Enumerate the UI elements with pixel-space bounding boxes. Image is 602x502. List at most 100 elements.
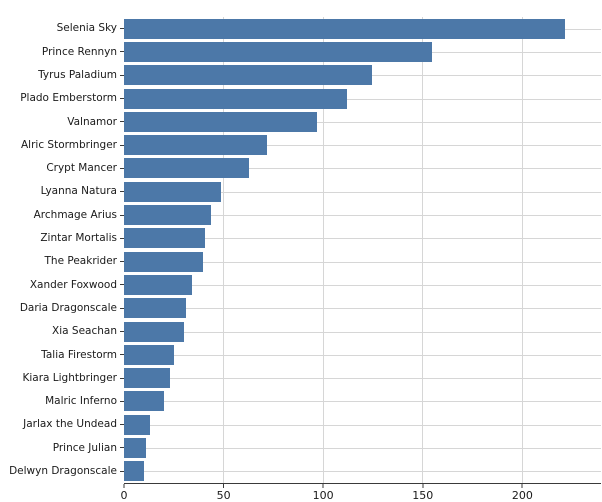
horizontal-gridline: [124, 378, 601, 380]
y-tick-label: Crypt Mancer: [46, 162, 117, 175]
bar-rows: [124, 17, 601, 483]
bar-row: [124, 17, 601, 40]
y-tick-mark: [120, 307, 124, 309]
bar-row: [124, 297, 601, 320]
y-tick-label: Delwyn Dragonscale: [9, 465, 117, 478]
y-tick-row: Jarlax the Undead: [0, 413, 124, 436]
x-tick-label: 100: [312, 489, 334, 502]
y-tick-mark: [120, 284, 124, 286]
horizontal-gridline: [124, 238, 601, 240]
bar: [124, 41, 433, 62]
y-tick-mark: [120, 28, 124, 30]
x-tick-mark: [422, 484, 424, 488]
plot-area: [124, 17, 601, 484]
y-tick-row: Delwyn Dragonscale: [0, 460, 124, 483]
y-tick-label: Daria Dragonscale: [19, 301, 117, 314]
y-tick-row: Lyanna Natura: [0, 180, 124, 203]
horizontal-gridline: [124, 98, 601, 100]
y-tick-mark: [120, 424, 124, 426]
y-tick-label: Prince Julian: [52, 441, 117, 454]
y-tick-label: Jarlax the Undead: [23, 418, 117, 431]
bar: [124, 135, 268, 156]
bar-row: [124, 250, 601, 273]
bar: [124, 111, 317, 132]
x-tick-label: 0: [120, 489, 128, 502]
horizontal-gridline: [124, 471, 601, 473]
bar-row: [124, 203, 601, 226]
y-tick-label: Valnamor: [67, 115, 117, 128]
bar: [124, 368, 170, 389]
y-tick-row: Archmage Arius: [0, 203, 124, 226]
y-tick-label: Alric Stormbringer: [20, 138, 117, 151]
y-tick-label: Kiara Lightbringer: [22, 371, 117, 384]
y-tick-label: The Peakrider: [44, 255, 117, 268]
y-tick-mark: [120, 331, 124, 332]
y-tick-mark: [120, 237, 124, 239]
y-axis: Selenia Sky Prince Rennyn Tyrus Paladium Pl…: [0, 17, 124, 483]
vertical-gridline: [422, 17, 424, 483]
x-tick: 50: [217, 484, 231, 501]
x-tick-mark: [223, 484, 225, 488]
y-tick-row: Selenia Sky: [0, 17, 124, 40]
y-tick-row: Valnamor: [0, 110, 124, 133]
vertical-gridline: [322, 17, 324, 483]
y-tick-mark: [120, 144, 124, 146]
bar-row: [124, 110, 601, 133]
y-tick-mark: [120, 98, 124, 100]
x-tick: 100: [313, 484, 334, 501]
y-tick-label: Tyrus Paladium: [38, 68, 117, 81]
y-tick-label: Talia Firestorm: [41, 348, 117, 361]
bar-row: [124, 390, 601, 413]
horizontal-gridline: [124, 354, 601, 356]
y-tick-label: Xia Seachan: [52, 325, 117, 338]
y-tick-row: Plado Emberstorm: [0, 87, 124, 110]
y-tick-row: Kiara Lightbringer: [0, 366, 124, 389]
bar: [124, 437, 146, 458]
x-axis: 0 50 100 150 200: [121, 484, 602, 502]
y-tick-row: Prince Rennyn: [0, 40, 124, 63]
bar-row: [124, 320, 601, 343]
y-tick-row: Crypt Mancer: [0, 157, 124, 180]
bar: [124, 298, 186, 319]
y-tick-row: Xander Foxwood: [0, 273, 124, 296]
bar-row: [124, 180, 601, 203]
horizontal-gridline: [124, 284, 601, 286]
x-tick-mark: [322, 484, 324, 488]
bar-row: [124, 40, 601, 63]
y-tick-mark: [120, 261, 124, 263]
bar: [124, 251, 204, 272]
vertical-gridline: [521, 17, 523, 483]
bar-row: [124, 273, 601, 296]
x-tick: 200: [512, 484, 533, 501]
y-tick-row: Talia Firestorm: [0, 343, 124, 366]
bar: [124, 181, 222, 202]
y-tick-mark: [120, 167, 124, 169]
bar-row: [124, 343, 601, 366]
bar-row: [124, 133, 601, 156]
y-tick-row: Xia Seachan: [0, 320, 124, 343]
y-tick-label: Prince Rennyn: [41, 45, 117, 58]
bar: [124, 158, 250, 179]
vertical-gridline: [223, 17, 225, 483]
y-tick-mark: [120, 74, 124, 76]
horizontal-gridline: [124, 215, 601, 217]
y-tick-mark: [120, 377, 124, 379]
y-tick-label: Lyanna Natura: [40, 185, 117, 198]
y-tick-row: Zintar Mortalis: [0, 227, 124, 250]
y-tick-mark: [120, 121, 124, 123]
horizontal-gridline: [124, 424, 601, 426]
y-tick-row: Malric Inferno: [0, 390, 124, 413]
y-tick-label: Xander Foxwood: [29, 278, 117, 291]
bar: [124, 205, 212, 226]
bar: [124, 18, 566, 39]
y-tick-mark: [120, 470, 124, 472]
bar: [124, 414, 150, 435]
y-tick-label: Plado Emberstorm: [20, 92, 117, 105]
y-tick-mark: [120, 51, 124, 53]
bar: [124, 228, 206, 249]
bar: [124, 65, 373, 86]
bar-row: [124, 64, 601, 87]
x-tick: 0: [121, 484, 128, 501]
y-tick-mark: [120, 191, 124, 193]
